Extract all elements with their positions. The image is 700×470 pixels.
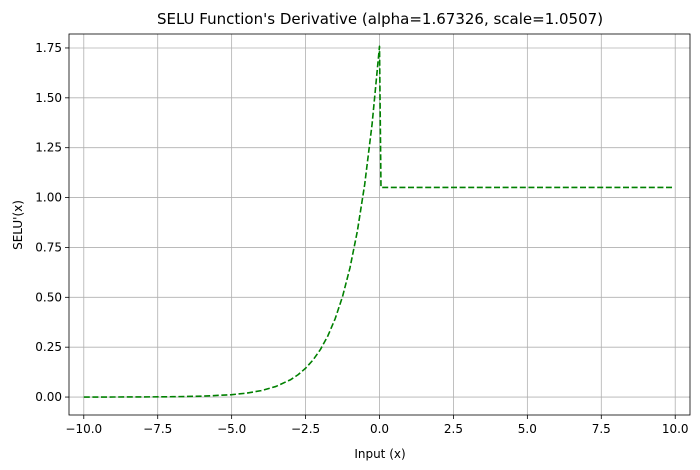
- x-tick-label: 5.0: [518, 422, 537, 436]
- x-tick-label: 7.5: [592, 422, 611, 436]
- line-layer: [83, 45, 673, 398]
- y-tick-label: 0.00: [35, 390, 62, 404]
- x-tick-label: 10.0: [662, 422, 689, 436]
- x-axis-label: Input (x): [354, 447, 405, 461]
- chart-title: SELU Function's Derivative (alpha=1.6732…: [157, 10, 603, 28]
- y-tick-label: 0.75: [35, 240, 62, 254]
- x-tick-label: −5.0: [217, 422, 246, 436]
- derivative-series-line: [83, 45, 673, 398]
- x-tick-label: −2.5: [291, 422, 320, 436]
- y-tick-label: 1.25: [35, 141, 62, 155]
- x-tick-label: 0.0: [370, 422, 389, 436]
- x-tick-label: −10.0: [65, 422, 102, 436]
- tick-layer: −10.0 −7.5 −5.0 −2.5 0.0 2.5 5.0 7.5 10.0 0.00 0.2…: [35, 41, 688, 436]
- y-tick-label: 0.50: [35, 290, 62, 304]
- y-tick-label: 0.25: [35, 340, 62, 354]
- x-tick-label: 2.5: [444, 422, 463, 436]
- y-tick-label: 1.50: [35, 91, 62, 105]
- y-tick-label: 1.75: [35, 41, 62, 55]
- y-axis-label: SELU'(x): [11, 200, 25, 250]
- y-tick-label: 1.00: [35, 191, 62, 205]
- x-tick-label: −7.5: [143, 422, 172, 436]
